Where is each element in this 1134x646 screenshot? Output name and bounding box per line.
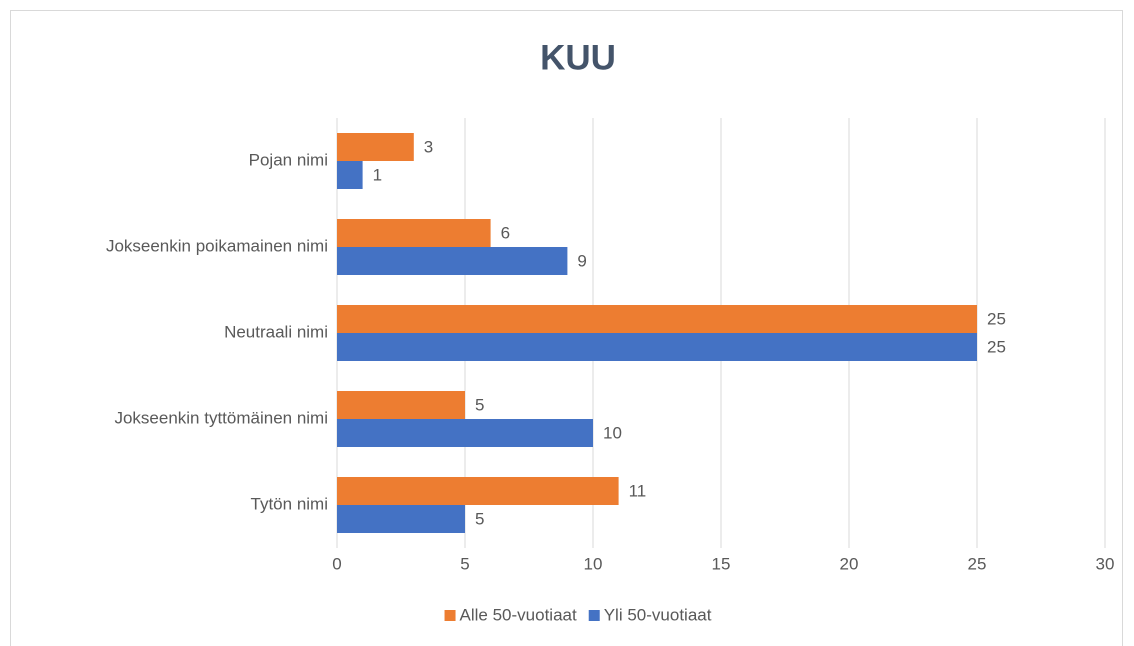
x-tick-label: 25 [968,554,987,573]
y-tick-label: Jokseenkin tyttömäinen nimi [114,408,328,427]
y-tick-label: Tytön nimi [251,494,328,513]
x-tick-label: 30 [1096,554,1115,573]
legend-label: Yli 50-vuotiaat [604,605,712,624]
legend-label: Alle 50-vuotiaat [460,605,577,624]
chart-title: KUU [540,38,616,77]
legend-swatch [444,610,456,621]
data-label: 5 [475,509,484,528]
data-label: 6 [501,223,510,242]
x-tick-label: 0 [332,554,341,573]
x-tick-label: 20 [840,554,859,573]
data-label: 25 [987,309,1006,328]
x-tick-label: 15 [712,554,731,573]
bar [337,505,465,533]
data-label: 3 [424,137,433,156]
data-label: 11 [629,481,647,500]
bar [337,305,977,333]
y-tick-label: Jokseenkin poikamainen nimi [106,236,328,255]
bar [337,477,619,505]
data-label: 5 [475,395,484,414]
bar [337,161,363,189]
x-tick-label: 10 [584,554,603,573]
legend-swatch [588,610,600,621]
data-label: 10 [603,423,622,442]
bar [337,247,568,275]
y-tick-label: Pojan nimi [249,150,328,169]
bar [337,133,414,161]
bar [337,391,465,419]
data-label: 9 [577,251,586,270]
bar [337,419,593,447]
bar [337,219,491,247]
bar [337,333,977,361]
data-label: 1 [373,165,382,184]
data-label: 25 [987,337,1006,356]
y-tick-label: Neutraali nimi [224,322,328,341]
x-tick-label: 5 [460,554,469,573]
